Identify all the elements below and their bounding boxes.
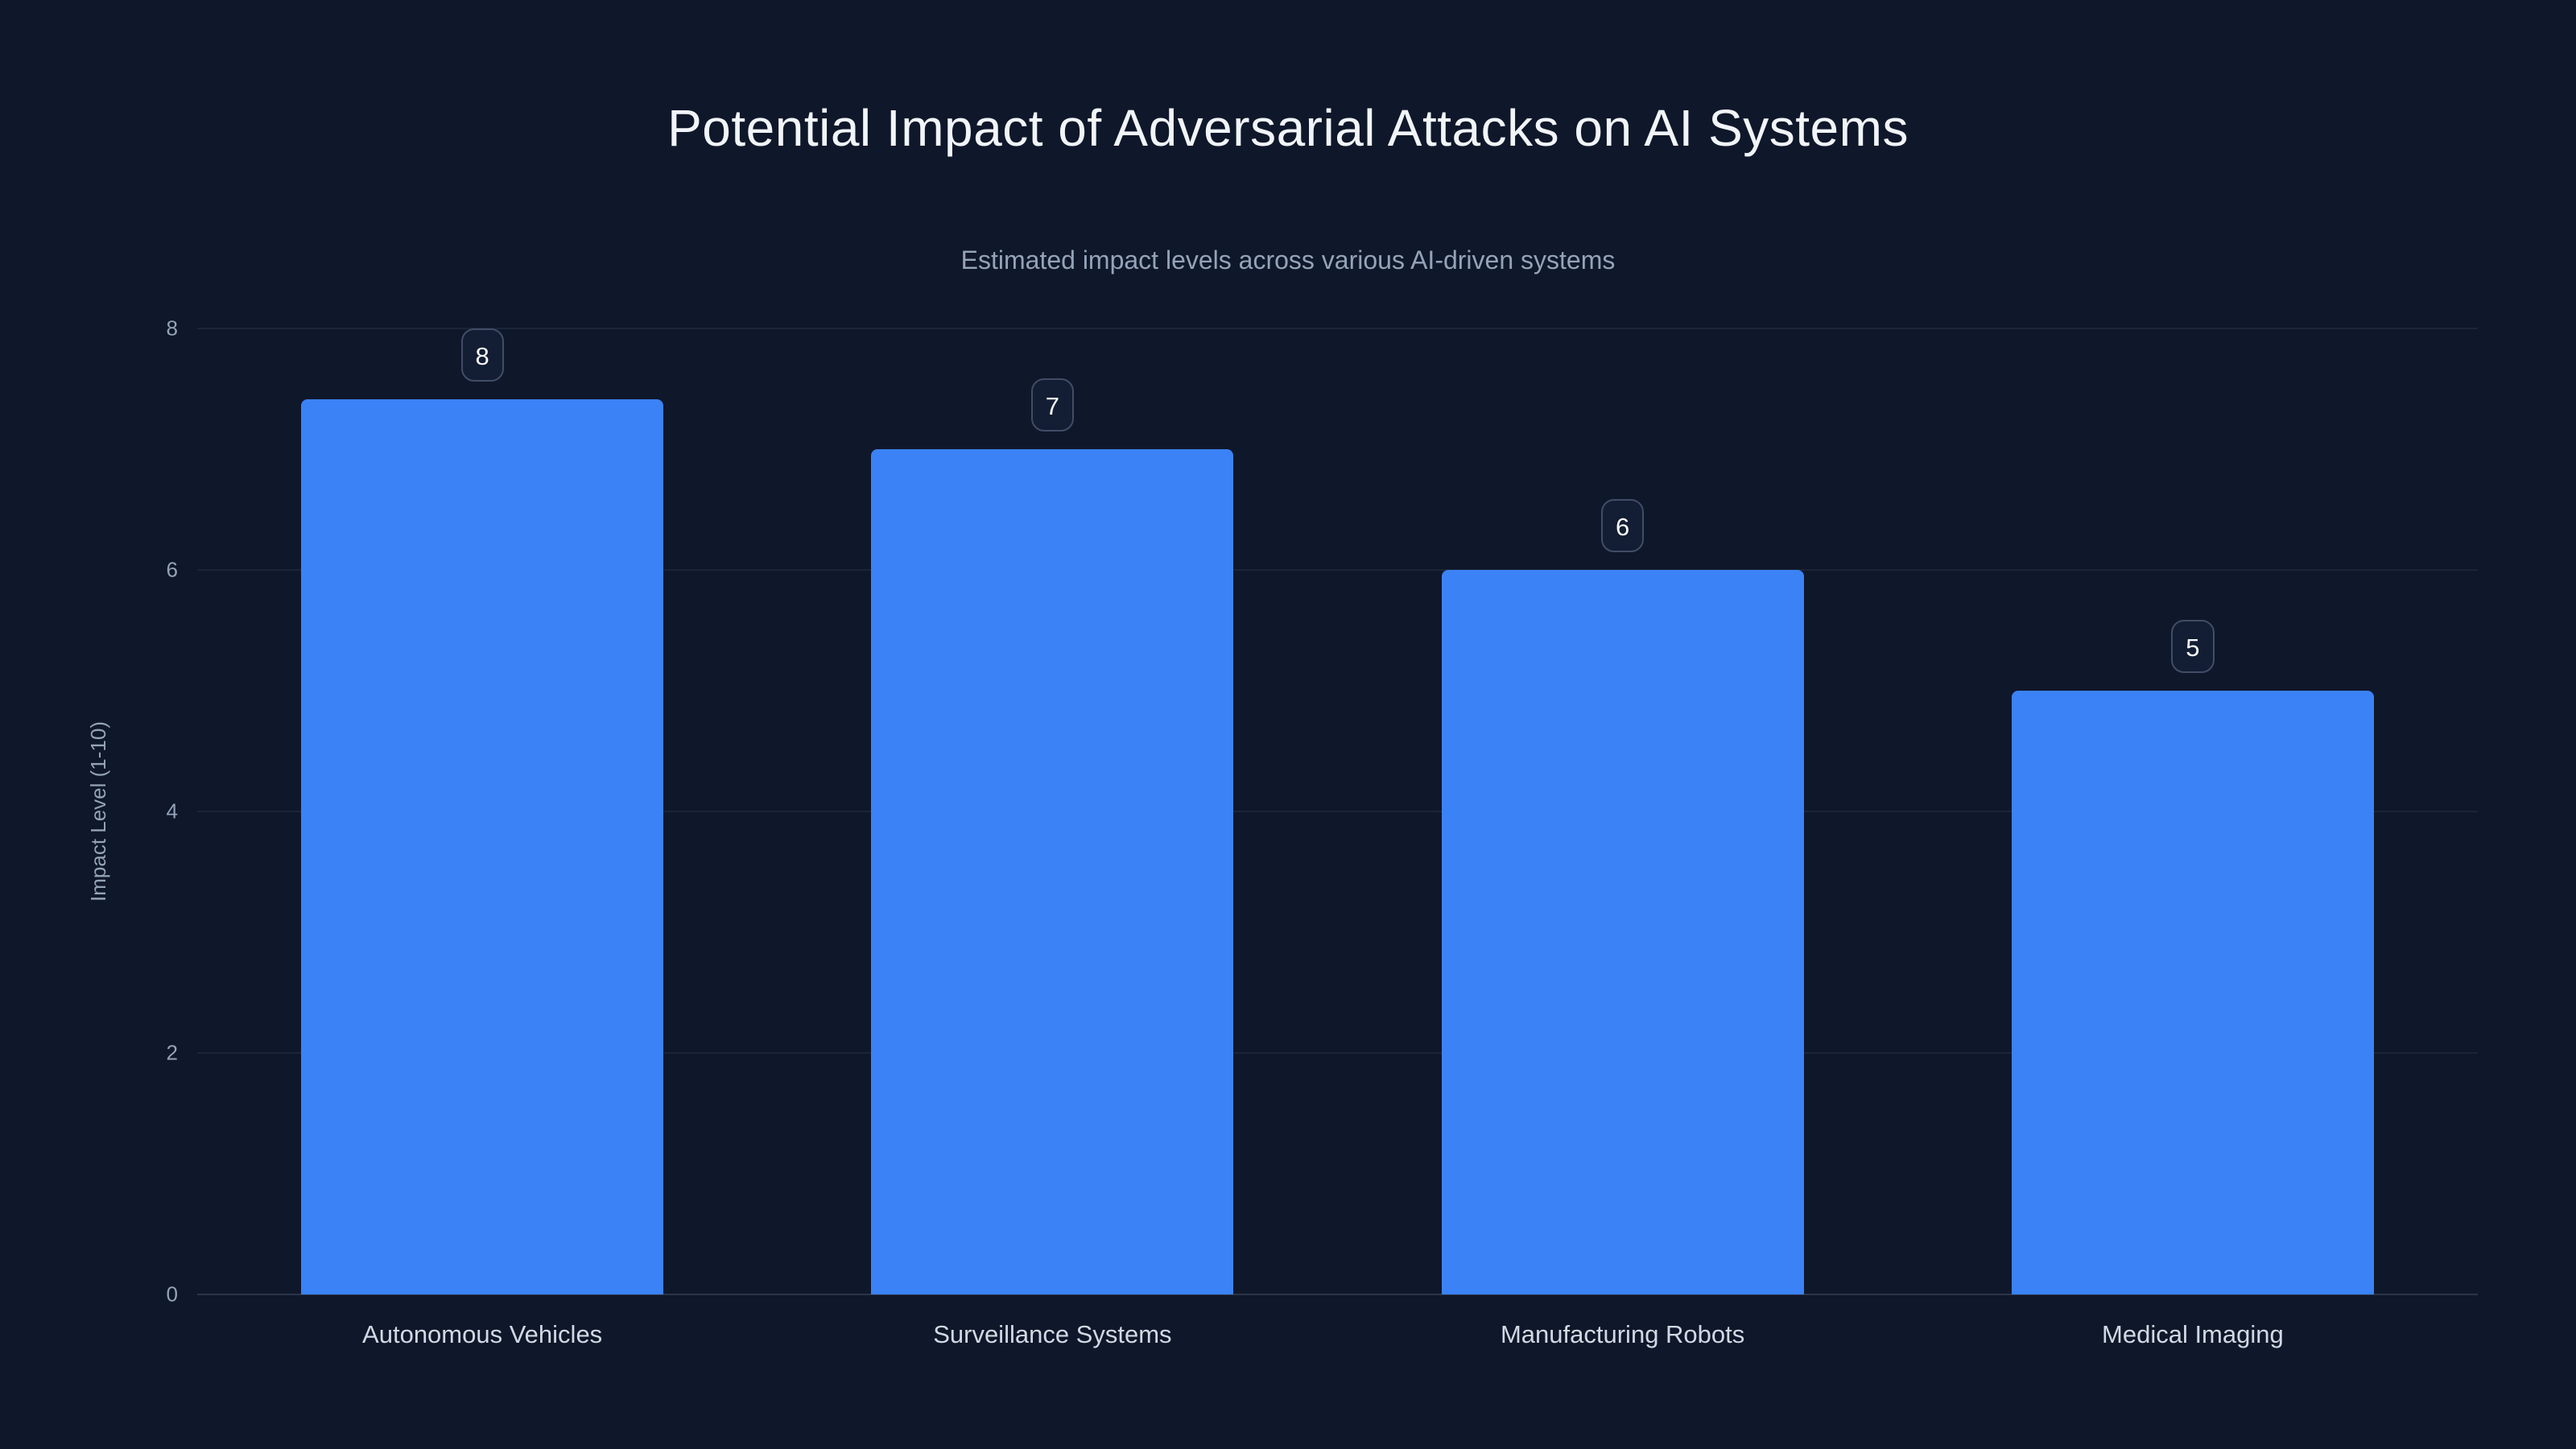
bar-group-medical-imaging: 5 [1908, 328, 2478, 1294]
x-axis-label-manufacturing-robots: Manufacturing Robots [1500, 1320, 1745, 1348]
gridline-8 [197, 328, 2478, 329]
gridline-0 [197, 1294, 2478, 1295]
y-tick-label-6: 6 [166, 557, 178, 582]
bar-group-autonomous-vehicles: 8 [197, 328, 767, 1294]
bar-group-surveillance-systems: 7 [767, 328, 1337, 1294]
chart-plot-area: 0 2 4 6 8 8 7 6 5 [167, 316, 2478, 1307]
bars: 8 7 6 5 [197, 328, 2478, 1294]
bar-manufacturing-robots[interactable] [1441, 570, 1804, 1294]
chart-title: Potential Impact of Adversarial Attacks … [667, 99, 1909, 157]
x-axis-label-medical-imaging: Medical Imaging [2102, 1320, 2284, 1348]
chart-subtitle: Estimated impact levels across various A… [960, 246, 1616, 275]
x-axis-label-surveillance-systems: Surveillance Systems [933, 1320, 1172, 1348]
gridline-4 [197, 811, 2478, 812]
x-labels: Autonomous Vehicles Surveillance Systems M… [197, 1320, 2478, 1349]
y-tick-label-2: 2 [166, 1040, 178, 1065]
y-axis-title: Impact Level (1-10) [74, 328, 122, 1294]
x-axis-label-autonomous-vehicles: Autonomous Vehicles [362, 1320, 603, 1348]
gridline-6 [197, 569, 2478, 571]
value-badge-manufacturing-robots: 6 [1601, 499, 1645, 552]
gridline-2 [197, 1052, 2478, 1054]
y-axis-title-text: Impact Level (1-10) [85, 721, 110, 902]
value-badge-surveillance-systems: 7 [1030, 378, 1074, 431]
bar-autonomous-vehicles[interactable] [301, 399, 664, 1294]
y-tick-label-8: 8 [166, 316, 178, 341]
y-tick-label-4: 4 [166, 799, 178, 824]
value-badge-autonomous-vehicles: 8 [460, 328, 504, 382]
value-badge-medical-imaging: 5 [2171, 620, 2215, 673]
bar-group-manufacturing-robots: 6 [1338, 328, 1908, 1294]
bar-surveillance-systems[interactable] [871, 449, 1234, 1294]
bar-medical-imaging[interactable] [2011, 691, 2374, 1294]
y-tick-label-0: 0 [166, 1282, 178, 1307]
